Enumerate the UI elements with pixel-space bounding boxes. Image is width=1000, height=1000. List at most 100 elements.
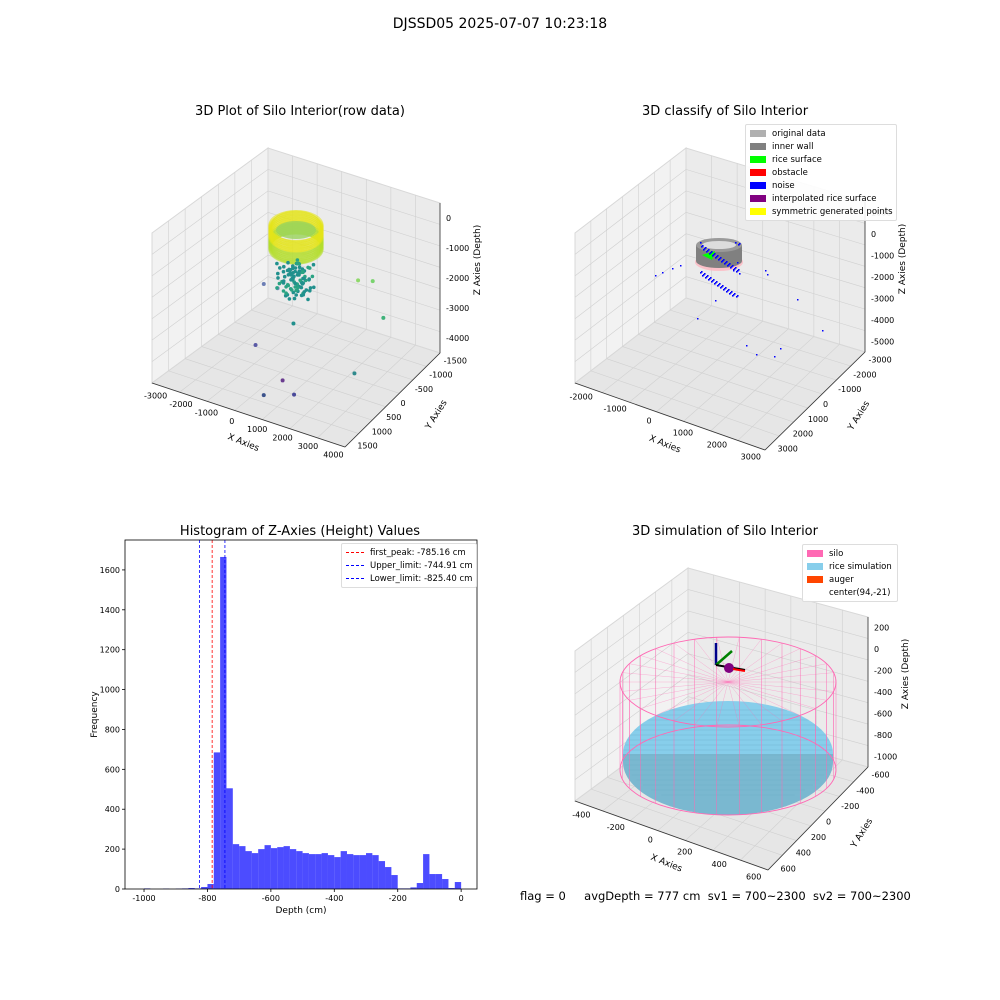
plot1-grid — [151, 169, 441, 255]
legend-upper-limit: Upper_limit: -744.91 cm — [346, 559, 473, 572]
plot2-noise-point — [738, 269, 740, 271]
plot4-y-tick: -600 — [871, 771, 889, 780]
swatch — [807, 589, 823, 596]
plot1-grid — [234, 321, 342, 411]
plot2-x-tick: 0 — [646, 417, 651, 426]
plot4-y-tick: -400 — [856, 786, 874, 795]
plot4-y-tick: 0 — [826, 818, 831, 827]
plot2-noise-point — [734, 293, 736, 295]
silo-roof-spoke — [622, 672, 729, 683]
plot2-noise-point — [715, 282, 717, 284]
plot4-y-tick: 600 — [781, 864, 796, 873]
plot4-grid — [574, 610, 869, 695]
histogram-x-tick: -400 — [325, 894, 343, 903]
plot1-grid — [151, 233, 441, 319]
plot2-noise-point — [730, 267, 732, 269]
plot1-y-tick: 1000 — [372, 427, 392, 436]
plot2-classified-cloud — [655, 238, 824, 358]
plot1-grid — [151, 211, 441, 298]
swatch — [750, 143, 766, 150]
plot2-y-label: Y Axies — [846, 399, 872, 433]
swatch — [750, 156, 766, 163]
plot1-point — [356, 278, 361, 283]
plot2-noise-point — [733, 270, 735, 272]
plot2-noise-point — [717, 255, 719, 257]
histogram-y-tick: 600 — [105, 765, 120, 774]
silo-roof-spoke — [622, 681, 729, 692]
histogram-y-tick: 800 — [105, 725, 120, 734]
legend-auger: auger — [807, 573, 893, 586]
plot2-grid — [606, 358, 794, 423]
plot1-y-label: Y Axies — [423, 398, 449, 432]
plot1-grid — [185, 358, 373, 421]
plot2-noise-point — [727, 290, 729, 292]
swatch — [750, 208, 766, 215]
plot2-noise-point — [774, 356, 776, 358]
plot2-grid — [654, 321, 837, 381]
histogram-bar — [264, 845, 271, 889]
plot2-noise-point — [725, 287, 727, 289]
plot1-x-tick: -2000 — [169, 400, 192, 409]
status-line: flag = 0 avgDepth = 777 cm sv1 = 700~230… — [520, 889, 911, 903]
histogram-bar — [378, 861, 386, 889]
plot1-teal-point — [294, 293, 299, 297]
plot4-z-tick: -400 — [874, 688, 892, 697]
histogram-bar — [296, 851, 303, 889]
plot2-noise-point — [735, 242, 737, 244]
plot2-z-tick: -3000 — [871, 294, 894, 303]
histogram-bar — [346, 854, 354, 889]
plot2-noise-point — [710, 277, 712, 279]
plot1-teal-point — [287, 297, 292, 301]
plot2-noise-point — [734, 268, 736, 270]
silo-roof-spoke — [640, 655, 729, 683]
plot4-x-tick: 200 — [677, 848, 692, 857]
plot2-noise-point — [739, 243, 741, 245]
plot4-x-tick: 400 — [712, 860, 727, 869]
silo-roof-spoke — [716, 681, 729, 727]
plot2-noise-point — [719, 283, 721, 285]
plot2-grid — [737, 344, 840, 441]
histogram-frame — [124, 539, 478, 890]
swatch — [750, 195, 766, 202]
plot2-noise-point — [707, 250, 709, 252]
plot2-noise-point — [713, 254, 715, 256]
status-sv1: sv1 = 700~2300 — [707, 889, 806, 903]
histogram-bar — [283, 846, 290, 889]
silo-roof-spoke — [727, 642, 783, 683]
plot2-noise-point — [822, 330, 824, 332]
plot1-teal-point — [308, 286, 313, 290]
histogram-x-tick: -800 — [198, 894, 216, 903]
simulation-legend: silo rice simulation auger center(94,-21… — [802, 544, 898, 602]
plot4-z-tick: -600 — [874, 709, 892, 718]
histogram-bar — [201, 887, 208, 889]
plot1-teal-point — [276, 271, 280, 276]
plot4-grid — [591, 788, 783, 856]
plot1-teal-point — [290, 276, 295, 281]
histogram-y-tick: 200 — [105, 845, 120, 854]
plot1-grid — [201, 346, 386, 407]
plot2-noise-point — [722, 285, 724, 287]
histogram-axes — [122, 539, 478, 892]
plot2-noise-point — [705, 247, 707, 249]
plot1-y-tick: -500 — [415, 385, 433, 394]
plot1-point — [280, 378, 285, 383]
plot1-teal-point — [281, 289, 286, 293]
plot1-point — [291, 321, 296, 326]
silo-roof-spoke — [727, 681, 816, 709]
plot2-noise-point — [714, 253, 716, 255]
plot1-x-tick: 4000 — [323, 450, 343, 459]
plot2-noise-point — [733, 294, 735, 296]
plot1-teal-point — [307, 277, 312, 281]
plot2-noise-point — [711, 281, 713, 283]
histogram-x-tick: -200 — [389, 894, 407, 903]
histogram-bar — [334, 857, 341, 889]
plot2-noise-point — [723, 289, 725, 291]
silo-roof-spoke — [629, 663, 729, 683]
silo-roof-spoke — [727, 681, 740, 727]
legend-rice-simulation: rice simulation — [807, 560, 893, 573]
plot2-noise-point — [732, 295, 734, 297]
plot1-point — [370, 279, 375, 284]
histogram-bar — [315, 854, 322, 889]
plot4-z-tick: 200 — [874, 624, 889, 633]
plot4-z-label: Z Axies (Depth) — [901, 639, 911, 710]
